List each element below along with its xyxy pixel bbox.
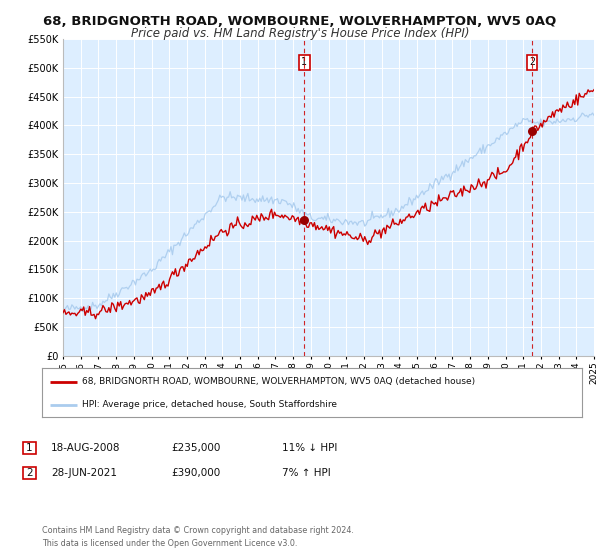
Text: 11% ↓ HPI: 11% ↓ HPI: [282, 443, 337, 453]
Text: HPI: Average price, detached house, South Staffordshire: HPI: Average price, detached house, Sout…: [83, 400, 337, 409]
Text: 28-JUN-2021: 28-JUN-2021: [51, 468, 117, 478]
Text: £235,000: £235,000: [171, 443, 220, 453]
Text: 68, BRIDGNORTH ROAD, WOMBOURNE, WOLVERHAMPTON, WV5 0AQ: 68, BRIDGNORTH ROAD, WOMBOURNE, WOLVERHA…: [43, 15, 557, 27]
Text: This data is licensed under the Open Government Licence v3.0.: This data is licensed under the Open Gov…: [42, 539, 298, 548]
Text: 2: 2: [26, 468, 33, 478]
Text: Contains HM Land Registry data © Crown copyright and database right 2024.: Contains HM Land Registry data © Crown c…: [42, 526, 354, 535]
Text: £390,000: £390,000: [171, 468, 220, 478]
Text: 68, BRIDGNORTH ROAD, WOMBOURNE, WOLVERHAMPTON, WV5 0AQ (detached house): 68, BRIDGNORTH ROAD, WOMBOURNE, WOLVERHA…: [83, 377, 476, 386]
Text: 2: 2: [529, 57, 535, 67]
Text: 7% ↑ HPI: 7% ↑ HPI: [282, 468, 331, 478]
Text: 1: 1: [301, 57, 307, 67]
Text: 18-AUG-2008: 18-AUG-2008: [51, 443, 121, 453]
Text: Price paid vs. HM Land Registry's House Price Index (HPI): Price paid vs. HM Land Registry's House …: [131, 27, 469, 40]
Text: 1: 1: [26, 443, 33, 453]
